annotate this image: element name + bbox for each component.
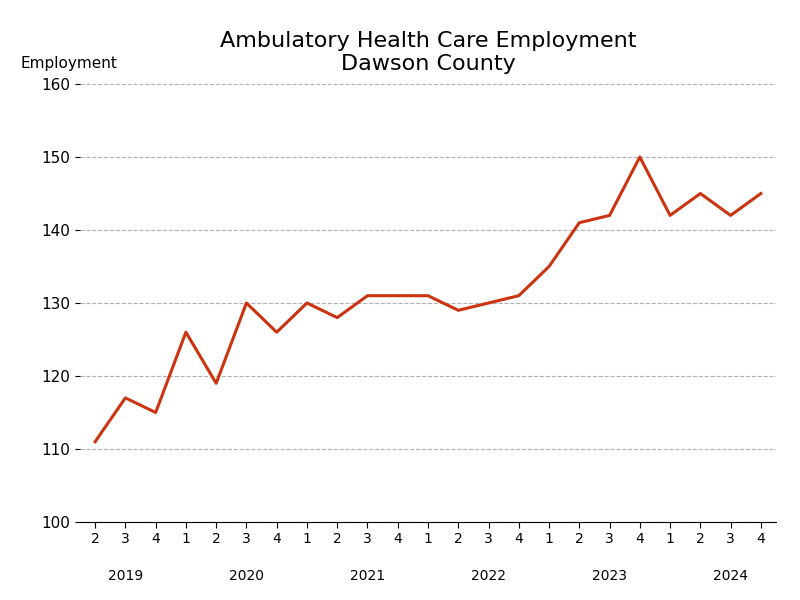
Title: Ambulatory Health Care Employment
Dawson County: Ambulatory Health Care Employment Dawson… bbox=[220, 31, 636, 74]
Text: 2019: 2019 bbox=[108, 569, 143, 583]
Text: 2024: 2024 bbox=[713, 569, 748, 583]
Text: 2022: 2022 bbox=[471, 569, 506, 583]
Text: 2020: 2020 bbox=[229, 569, 264, 583]
Text: 2023: 2023 bbox=[592, 569, 627, 583]
Text: 2021: 2021 bbox=[350, 569, 385, 583]
Text: Employment: Employment bbox=[21, 56, 118, 71]
